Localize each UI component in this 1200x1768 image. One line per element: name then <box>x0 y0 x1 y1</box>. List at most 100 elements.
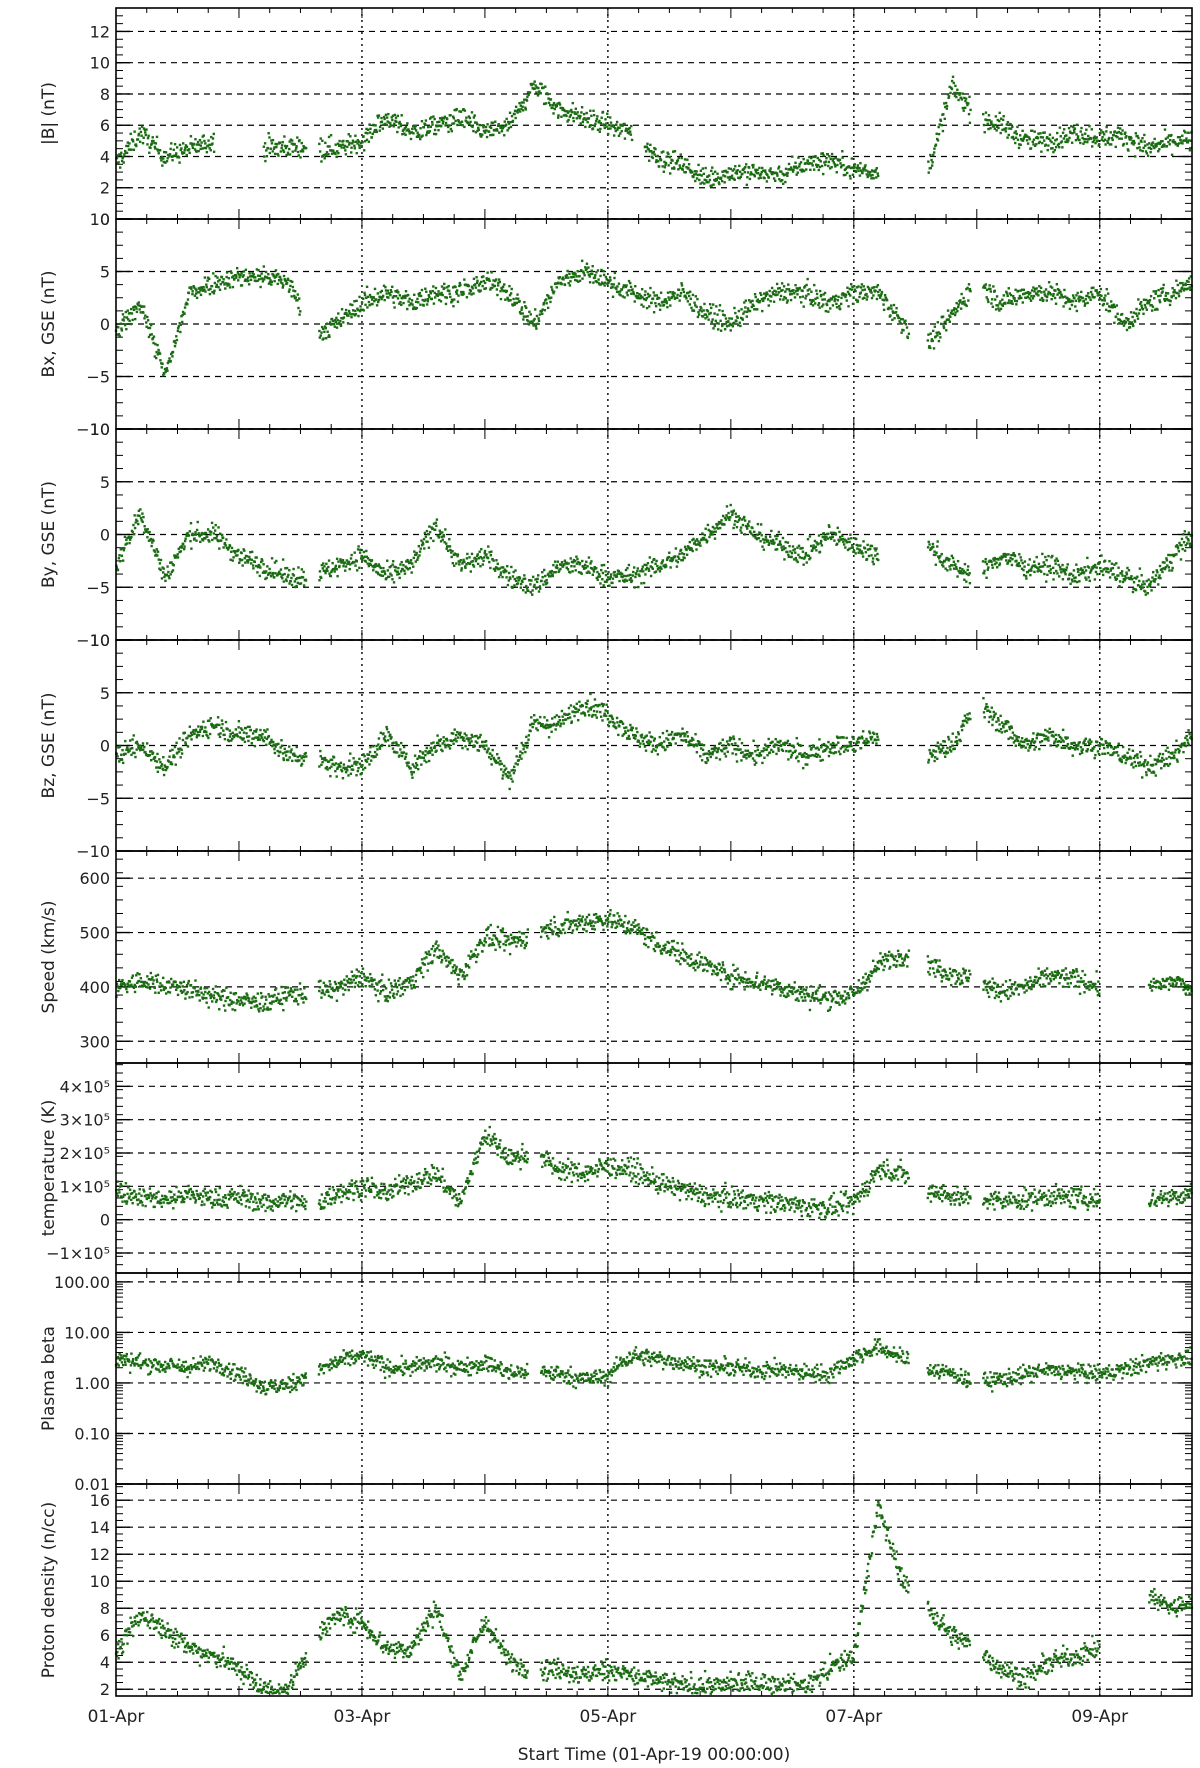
data-point <box>1044 294 1047 298</box>
data-point <box>784 290 787 293</box>
data-point <box>1079 141 1082 145</box>
data-point <box>383 298 386 302</box>
data-point <box>399 124 403 128</box>
data-point <box>206 276 210 279</box>
data-point <box>1029 291 1032 295</box>
data-point <box>157 152 160 155</box>
data-point <box>1027 563 1030 566</box>
data-point <box>964 99 967 103</box>
data-point <box>122 319 126 322</box>
data-point <box>713 170 717 173</box>
data-point <box>708 303 712 306</box>
data-point <box>1107 309 1110 313</box>
data-point <box>1110 304 1114 307</box>
data-point <box>647 295 650 298</box>
data-point <box>876 283 880 287</box>
data-point <box>488 551 491 554</box>
data-point <box>427 294 430 297</box>
data-point <box>128 142 131 145</box>
data-point <box>169 573 172 576</box>
data-point <box>1145 308 1149 311</box>
data-point <box>484 125 488 129</box>
data-point <box>743 301 746 304</box>
data-point <box>338 322 341 326</box>
data-point <box>187 534 191 537</box>
data-point <box>854 552 857 555</box>
data-point <box>656 160 660 163</box>
data-point <box>486 556 490 560</box>
data-point <box>268 567 271 571</box>
data-point <box>430 526 433 529</box>
data-point <box>736 316 739 320</box>
data-point <box>1149 151 1152 154</box>
data-point <box>1091 567 1095 570</box>
data-point <box>663 166 667 169</box>
data-point <box>581 277 584 280</box>
data-point <box>485 278 489 281</box>
data-point <box>1044 288 1048 291</box>
data-point <box>407 300 410 303</box>
data-point <box>482 126 485 129</box>
data-point <box>544 85 547 88</box>
data-point <box>931 339 934 343</box>
data-point <box>395 120 398 124</box>
data-point <box>828 299 831 303</box>
data-point <box>218 288 222 292</box>
data-point <box>538 585 542 588</box>
data-point <box>1062 305 1065 308</box>
data-point <box>214 274 217 278</box>
data-point <box>1044 555 1047 559</box>
data-point <box>418 133 421 137</box>
data-point <box>304 146 308 150</box>
data-point <box>413 127 417 130</box>
data-point <box>965 580 968 583</box>
data-point <box>436 120 439 124</box>
data-point <box>602 124 606 127</box>
data-point <box>1055 569 1058 573</box>
data-point <box>1060 571 1063 574</box>
data-point <box>710 184 714 187</box>
data-point <box>1043 572 1046 576</box>
data-point <box>161 164 164 167</box>
data-point <box>749 300 753 303</box>
data-point <box>511 586 514 589</box>
data-point <box>712 530 716 534</box>
data-point <box>1015 564 1019 567</box>
data-point <box>1102 139 1105 143</box>
data-point <box>864 551 868 554</box>
data-point <box>1046 148 1049 152</box>
data-point <box>597 572 601 576</box>
data-point <box>1057 291 1061 295</box>
data-point <box>454 285 457 289</box>
data-point <box>343 569 347 572</box>
data-point <box>372 124 375 127</box>
data-point <box>429 292 432 295</box>
data-point <box>1127 135 1131 139</box>
data-point <box>1052 150 1055 154</box>
data-point <box>482 275 485 278</box>
data-point <box>354 140 358 144</box>
data-point <box>1083 566 1086 569</box>
data-point <box>479 555 482 559</box>
data-point <box>1022 137 1026 140</box>
data-point <box>1090 286 1094 290</box>
data-point <box>585 262 589 265</box>
data-point <box>324 569 327 573</box>
data-point <box>234 554 238 557</box>
data-point <box>403 572 407 575</box>
data-point <box>1007 287 1010 290</box>
data-point <box>1013 297 1016 300</box>
data-point <box>1054 302 1058 305</box>
data-point <box>489 126 493 129</box>
data-point <box>958 93 961 96</box>
data-point <box>191 146 195 150</box>
data-point <box>154 356 158 360</box>
data-point <box>744 163 748 166</box>
data-point <box>264 577 267 581</box>
data-point <box>506 564 509 568</box>
data-point <box>194 138 197 141</box>
data-point <box>957 98 960 102</box>
data-point <box>796 166 799 170</box>
data-point <box>573 111 576 114</box>
data-point <box>932 553 936 557</box>
